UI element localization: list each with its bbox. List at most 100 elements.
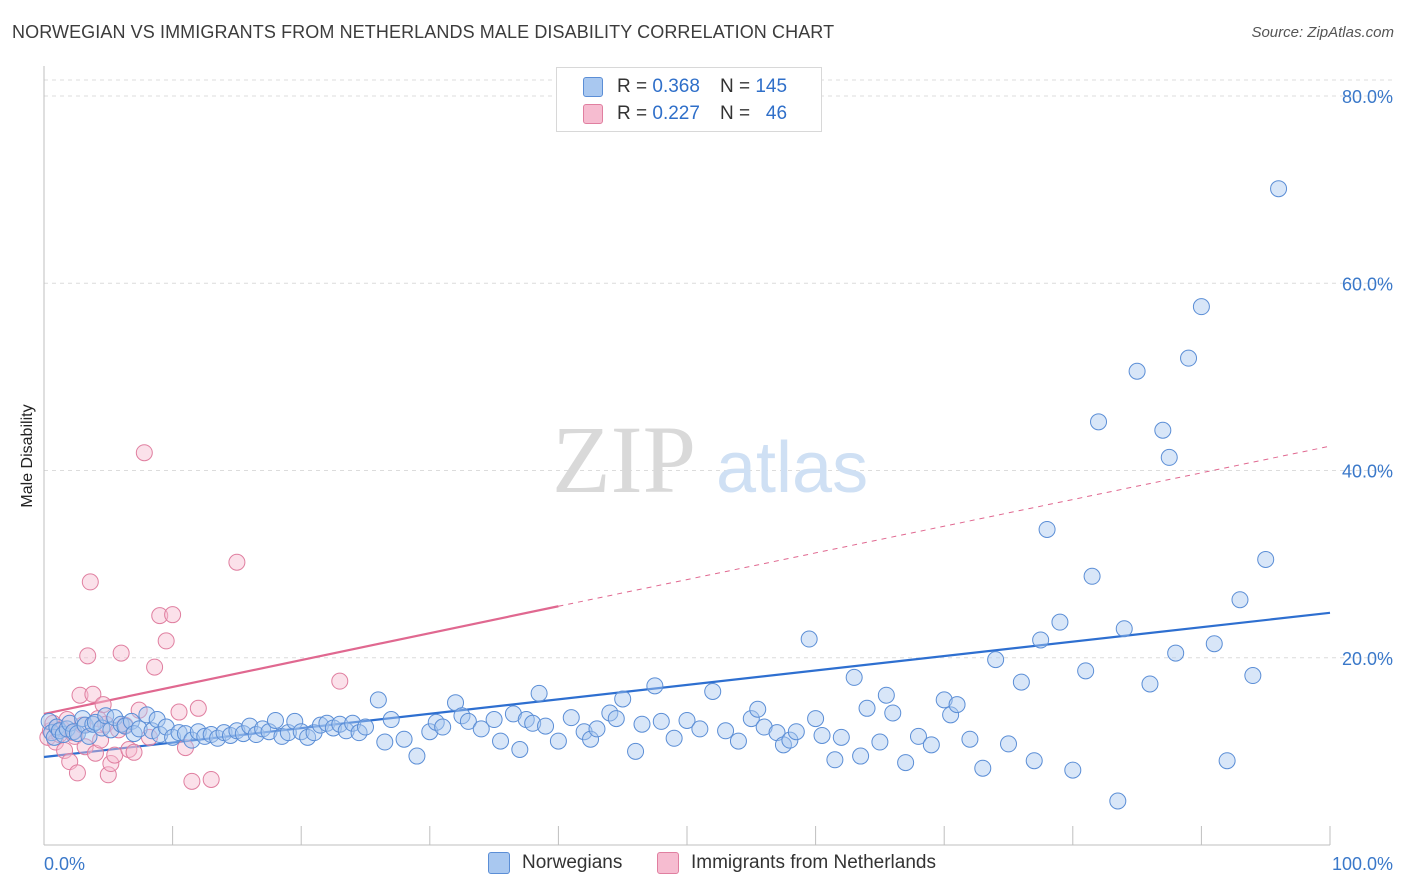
norwegians-point xyxy=(1180,349,1198,367)
immigrants-point xyxy=(202,770,220,788)
norwegians-point xyxy=(614,690,632,708)
norwegians-point xyxy=(1128,362,1146,380)
immigrants-point xyxy=(331,672,349,690)
norwegians-point xyxy=(485,711,503,729)
norwegians-point xyxy=(1115,620,1133,638)
norwegians-point xyxy=(601,704,619,722)
norwegians-point xyxy=(504,705,522,723)
legend-stats: R = 0.368 N = 145 R = 0.227 N = 46 xyxy=(556,67,822,132)
immigrants-point xyxy=(79,647,97,665)
immigrants-point xyxy=(125,743,143,761)
norwegians-point xyxy=(357,718,374,736)
norwegians-point xyxy=(292,723,310,741)
norwegians-point xyxy=(1109,792,1127,810)
norwegians-point xyxy=(266,711,284,729)
norwegians-point xyxy=(826,751,844,769)
immigrants-point xyxy=(71,686,89,704)
immigrants-point xyxy=(112,644,130,662)
immigrants-point xyxy=(102,755,120,773)
immigrants-swatch xyxy=(657,852,679,874)
norwegians-point xyxy=(562,709,580,727)
immigrants-trend-extension xyxy=(558,445,1331,607)
r-value: 0.368 xyxy=(652,76,700,97)
norwegians-point xyxy=(286,712,304,730)
chart-title: NORWEGIAN VS IMMIGRANTS FROM NETHERLANDS… xyxy=(12,22,835,42)
norwegians-point xyxy=(1025,752,1043,770)
norwegians-point xyxy=(755,718,773,736)
immigrants-point xyxy=(106,746,124,764)
norwegians-point xyxy=(176,725,194,743)
norwegians-point xyxy=(1000,735,1017,753)
immigrants-point xyxy=(170,703,188,721)
norwegians-point xyxy=(1051,613,1069,631)
norwegians-point xyxy=(1012,673,1030,691)
y-tick-label: 80.0% xyxy=(1342,87,1393,107)
norwegians-point xyxy=(974,759,992,777)
norwegians-swatch xyxy=(488,852,510,874)
norwegians-point xyxy=(86,713,104,731)
immigrants-point xyxy=(76,738,94,756)
immigrants-point xyxy=(146,658,164,676)
norwegians-point xyxy=(1090,413,1108,431)
norwegians-point xyxy=(1244,667,1262,685)
norwegians-point xyxy=(1077,662,1095,680)
norwegians-point xyxy=(421,723,439,741)
norwegians-point xyxy=(350,724,368,742)
norwegians-point xyxy=(408,747,426,765)
immigrants-point xyxy=(183,772,201,790)
norwegians-point xyxy=(143,722,161,740)
norwegians-point xyxy=(935,691,953,709)
grid-lines xyxy=(44,79,1392,659)
norwegians-point xyxy=(1141,675,1159,693)
immigrants-point xyxy=(84,685,102,703)
x-tick-label: 0.0% xyxy=(44,854,85,874)
norwegians-point xyxy=(311,716,329,734)
norwegians-point xyxy=(948,696,966,714)
norwegians-point xyxy=(582,730,600,748)
source-credit: Source: ZipAtlas.com xyxy=(1251,24,1394,41)
norwegians-point xyxy=(1192,298,1210,316)
r-label: R = xyxy=(617,103,648,124)
immigrants-point xyxy=(189,699,207,717)
norwegians-point xyxy=(987,651,1005,669)
norwegians-point xyxy=(157,718,175,736)
norwegians-point xyxy=(369,691,387,709)
norwegians-point xyxy=(74,710,92,728)
immigrants-point xyxy=(157,632,175,650)
norwegians-point xyxy=(871,733,889,751)
norwegians-point xyxy=(742,710,760,728)
norwegians-point xyxy=(524,714,542,732)
immigrants-swatch xyxy=(583,104,603,124)
immigrants-trend-line xyxy=(43,605,559,716)
norwegians-point xyxy=(331,715,349,733)
legend-item-norwegians[interactable]: Norwegians xyxy=(488,852,622,874)
norwegians-point xyxy=(845,668,863,686)
norwegians-point xyxy=(84,715,102,733)
norwegians-point xyxy=(588,720,606,738)
r-label: R = xyxy=(617,76,648,97)
watermark-zip: ZIP xyxy=(552,406,696,513)
norwegians-point xyxy=(665,729,683,747)
norwegians-point xyxy=(130,720,148,738)
tick-labels: 20.0% 40.0% 60.0% 80.0% 0.0% 100.0% xyxy=(44,87,1393,874)
legend-row-norwegians: R = 0.368 N = 145 xyxy=(583,75,787,99)
norwegians-point xyxy=(1167,644,1185,662)
y-tick-label: 60.0% xyxy=(1342,274,1393,294)
norwegians-point xyxy=(781,731,799,749)
norwegians-point xyxy=(729,732,747,750)
norwegians-point xyxy=(459,712,477,730)
legend-label: Norwegians xyxy=(522,852,623,873)
norwegians-point xyxy=(170,724,188,742)
norwegians-point xyxy=(813,726,831,744)
legend-item-immigrants[interactable]: Immigrants from Netherlands xyxy=(657,852,936,874)
norwegians-point xyxy=(125,725,143,743)
norwegians-swatch xyxy=(583,77,603,97)
norwegians-points xyxy=(40,180,1288,810)
n-label: N = xyxy=(719,76,751,97)
norwegians-point xyxy=(646,677,664,695)
trend-lines xyxy=(43,445,1331,759)
norwegians-point xyxy=(1064,761,1082,779)
x-tick-label: 100.0% xyxy=(1332,854,1393,874)
n-label: N = xyxy=(719,103,751,124)
